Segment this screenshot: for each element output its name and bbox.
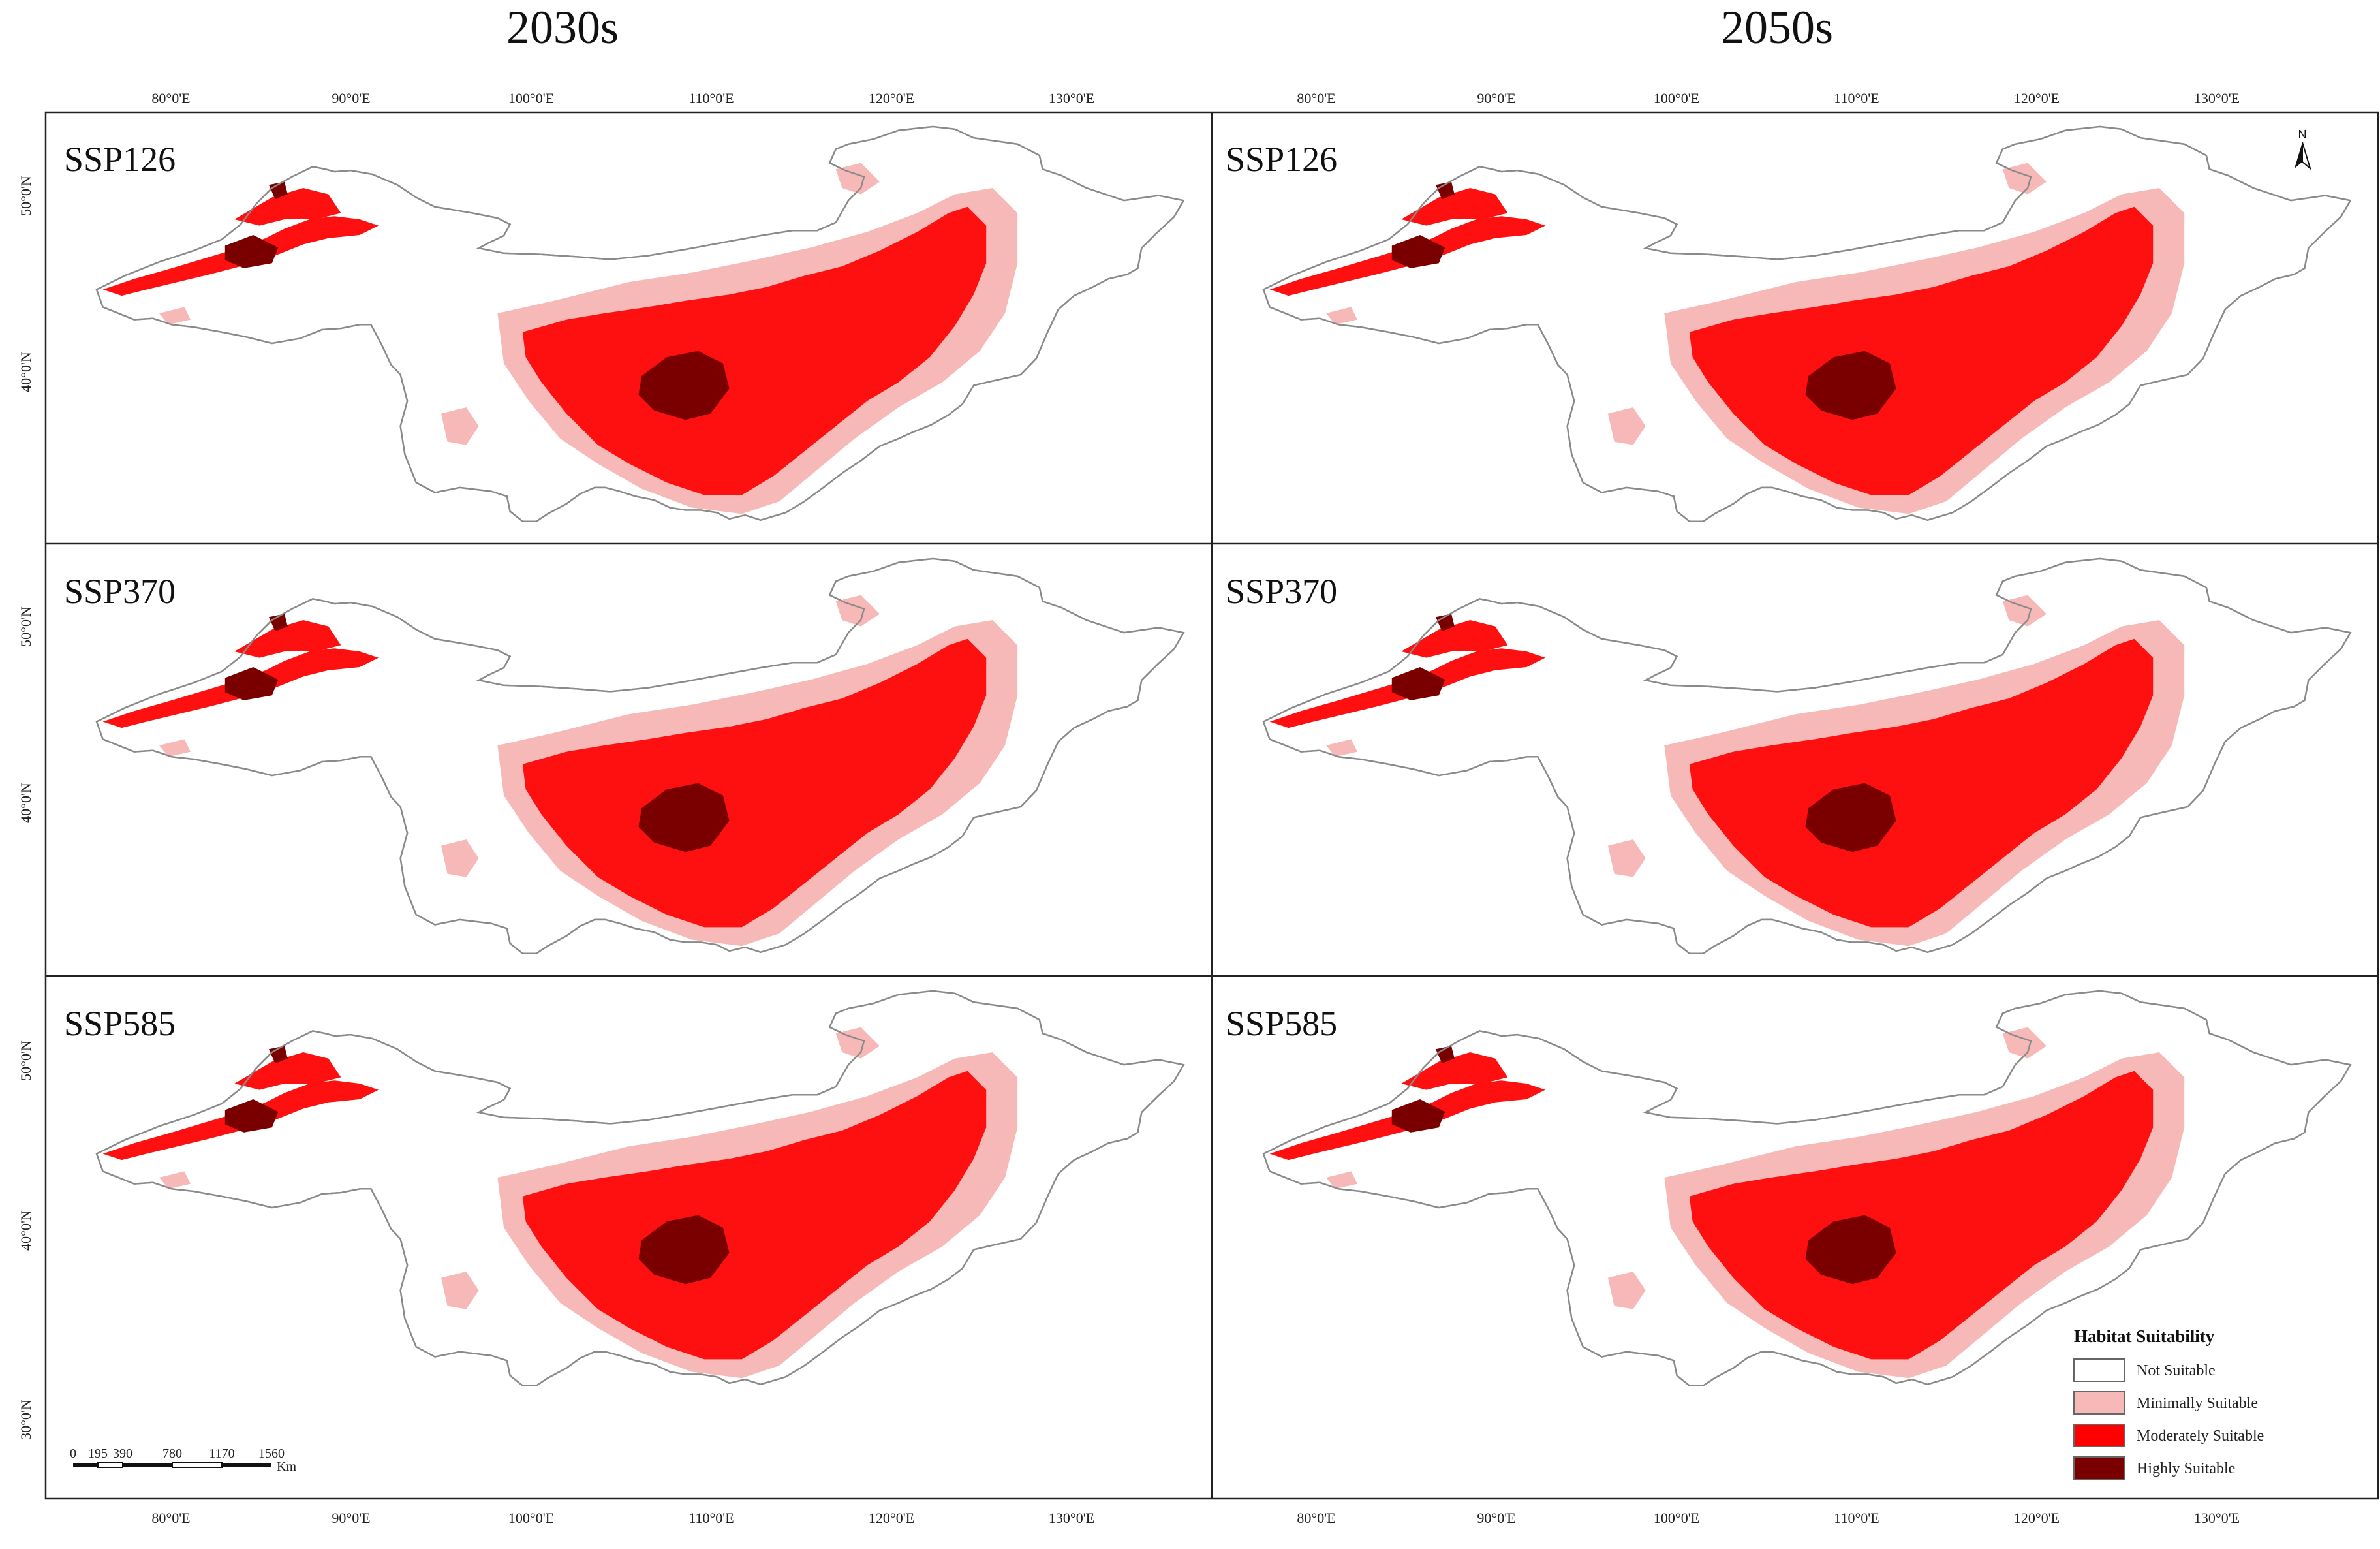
scale-tick-1560: 1560 [258, 1447, 285, 1461]
map-panel-2030s-ssp585: SSP585 0 195 390 780 1170 1560 Km [46, 977, 1211, 1499]
bottom-x-axis-right: 80°0'E 90°0'E 100°0'E 110°0'E 120°0'E 13… [1297, 1510, 2240, 1526]
top-x-axis-right: 80°0'E 90°0'E 100°0'E 110°0'E 120°0'E 13… [1297, 90, 2240, 106]
x-tick-110: 110°0'E [688, 90, 734, 106]
map-panel-2030s-ssp370: SSP370 [46, 544, 1211, 975]
legend-title: Habitat Suitability [2074, 1326, 2215, 1346]
north-arrow-icon: N [2295, 128, 2311, 170]
scenario-label: SSP585 [1226, 1004, 1337, 1043]
x-tick-80: 80°0'E [151, 90, 190, 106]
scenario-label: SSP585 [64, 1004, 176, 1043]
x-tick-100: 100°0'E [508, 1510, 554, 1526]
x-tick-90: 90°0'E [1477, 1510, 1515, 1526]
scale-tick-390: 390 [113, 1447, 132, 1461]
x-tick-120: 120°0'E [869, 1510, 914, 1526]
x-tick-120: 120°0'E [869, 90, 914, 106]
x-tick-80: 80°0'E [1297, 1510, 1335, 1526]
x-tick-120: 120°0'E [2014, 1510, 2060, 1526]
legend-label: Minimally Suitable [2137, 1395, 2258, 1412]
legend-label: Not Suitable [2137, 1362, 2216, 1379]
map-panel-2050s-ssp126: SSP126 N [1213, 112, 2378, 543]
panel-grid [44, 111, 2379, 1500]
y-tick-40-row1: 40°0'N [18, 352, 34, 392]
scale-tick-780: 780 [162, 1447, 182, 1461]
scale-unit: Km [277, 1460, 296, 1474]
legend-item-moderately-suitable: Moderately Suitable [2073, 1424, 2264, 1447]
legend-label: Highly Suitable [2137, 1460, 2235, 1477]
x-tick-110: 110°0'E [1834, 1510, 1879, 1526]
y-tick-50-row1: 50°0'N [18, 176, 34, 216]
x-tick-110: 110°0'E [1834, 90, 1879, 106]
x-tick-90: 90°0'E [332, 90, 370, 106]
x-tick-100: 100°0'E [508, 90, 554, 106]
scenario-label: SSP370 [1226, 572, 1337, 611]
y-tick-30-row3: 30°0'N [18, 1400, 34, 1440]
x-tick-90: 90°0'E [332, 1510, 370, 1526]
x-tick-110: 110°0'E [688, 1510, 734, 1526]
x-tick-100: 100°0'E [1654, 1510, 1699, 1526]
scale-tick-1170: 1170 [209, 1447, 234, 1461]
x-tick-130: 130°0'E [1049, 1510, 1094, 1526]
x-tick-120: 120°0'E [2014, 90, 2060, 106]
legend-item-not-suitable: Not Suitable [2073, 1358, 2216, 1382]
scenario-label: SSP126 [1226, 140, 1337, 179]
bottom-x-axis-left: 80°0'E 90°0'E 100°0'E 110°0'E 120°0'E 13… [151, 1510, 1094, 1526]
y-tick-40-row3: 40°0'N [18, 1210, 34, 1251]
top-x-axis-left: 80°0'E 90°0'E 100°0'E 110°0'E 120°0'E 13… [151, 90, 1094, 106]
legend-item-minimally-suitable: Minimally Suitable [2073, 1391, 2258, 1415]
y-tick-50-row3: 50°0'N [18, 1040, 34, 1081]
map-panel-2030s-ssp126: SSP126 [46, 112, 1211, 543]
legend-label: Moderately Suitable [2137, 1428, 2264, 1445]
x-tick-80: 80°0'E [151, 1510, 190, 1526]
legend: Habitat Suitability Not Suitable Minimal… [2073, 1326, 2264, 1480]
period-title-2050s: 2050s [1721, 1, 1833, 54]
x-tick-130: 130°0'E [2194, 90, 2240, 106]
x-tick-80: 80°0'E [1297, 90, 1335, 106]
legend-item-highly-suitable: Highly Suitable [2073, 1456, 2235, 1480]
north-arrow-label: N [2298, 128, 2307, 141]
x-tick-100: 100°0'E [1654, 90, 1699, 106]
scenario-label: SSP370 [64, 572, 176, 611]
left-y-axis: 50°0'N 40°0'N 50°0'N 40°0'N 50°0'N 40°0'… [18, 176, 34, 1440]
y-tick-40-row2: 40°0'N [18, 783, 34, 823]
map-panel-2050s-ssp370: SSP370 [1213, 544, 2378, 975]
x-tick-130: 130°0'E [2194, 1510, 2240, 1526]
x-tick-130: 130°0'E [1049, 90, 1094, 106]
scale-tick-0: 0 [70, 1447, 76, 1461]
scale-bar: 0 195 390 780 1170 1560 Km [70, 1447, 296, 1474]
map-panel-2050s-ssp585: SSP585 Habitat Suitability Not Suitable … [1213, 977, 2378, 1499]
period-title-2030s: 2030s [506, 1, 619, 54]
scenario-label: SSP126 [64, 140, 176, 179]
x-tick-90: 90°0'E [1477, 90, 1515, 106]
y-tick-50-row2: 50°0'N [18, 606, 34, 647]
scale-tick-195: 195 [88, 1447, 108, 1461]
